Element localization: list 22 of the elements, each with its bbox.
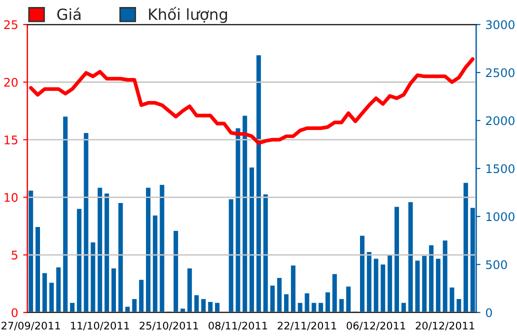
y2-tick-label: 2000 xyxy=(486,116,514,126)
y-tick-label: 5 xyxy=(12,250,18,260)
y-tick-label: 20 xyxy=(4,78,18,87)
x-tick-label: 08/11/2011 xyxy=(208,322,268,330)
legend-label: Khối lượng xyxy=(149,6,227,23)
y-tick-label: 10 xyxy=(4,193,18,202)
x-tick-label: 20/12/2011 xyxy=(416,322,474,330)
y2-tick-label: 2500 xyxy=(486,68,514,78)
y-tick-label: 15 xyxy=(4,136,18,144)
y2-tick-label: 0 xyxy=(486,308,492,318)
y2-tick-label: 500 xyxy=(486,260,507,270)
x-tick-label: 22/11/2011 xyxy=(278,322,336,330)
y2-tick-label: 1500 xyxy=(486,164,514,174)
legend-label: Giá xyxy=(57,8,80,20)
y-tick-label: 25 xyxy=(4,20,18,30)
y2-tick-label: 3000 xyxy=(486,20,514,30)
x-tick-label: 25/10/2011 xyxy=(140,322,198,330)
y-tick-label: 0 xyxy=(12,308,18,318)
y2-tick-label: 1000 xyxy=(486,212,514,222)
x-tick-label: 06/12/2011 xyxy=(346,322,406,330)
x-tick-label: 27/09/2011 xyxy=(2,322,60,330)
x-tick-label: 11/10/2011 xyxy=(71,322,129,330)
